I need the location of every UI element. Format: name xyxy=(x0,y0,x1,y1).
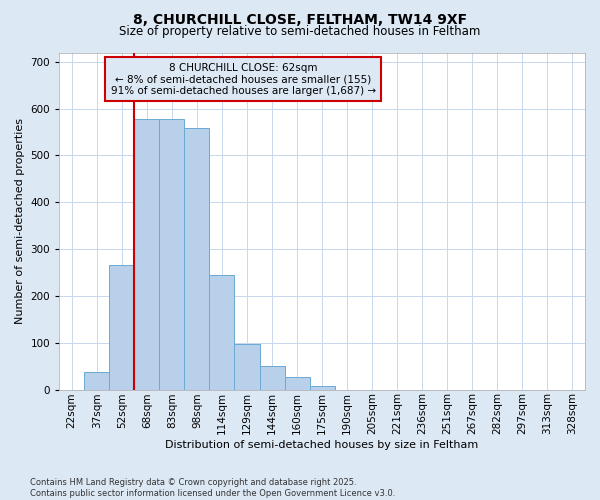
Bar xyxy=(84,372,109,390)
Bar xyxy=(134,119,160,390)
X-axis label: Distribution of semi-detached houses by size in Feltham: Distribution of semi-detached houses by … xyxy=(166,440,479,450)
Y-axis label: Number of semi-detached properties: Number of semi-detached properties xyxy=(15,118,25,324)
Text: Size of property relative to semi-detached houses in Feltham: Size of property relative to semi-detach… xyxy=(119,25,481,38)
Text: 8 CHURCHILL CLOSE: 62sqm
← 8% of semi-detached houses are smaller (155)
91% of s: 8 CHURCHILL CLOSE: 62sqm ← 8% of semi-de… xyxy=(110,62,376,96)
Bar xyxy=(260,366,284,390)
Bar xyxy=(184,128,209,390)
Bar xyxy=(310,386,335,390)
Bar xyxy=(160,119,184,390)
Bar xyxy=(235,344,260,390)
Text: 8, CHURCHILL CLOSE, FELTHAM, TW14 9XF: 8, CHURCHILL CLOSE, FELTHAM, TW14 9XF xyxy=(133,12,467,26)
Bar xyxy=(209,275,235,390)
Text: Contains HM Land Registry data © Crown copyright and database right 2025.
Contai: Contains HM Land Registry data © Crown c… xyxy=(30,478,395,498)
Bar xyxy=(284,377,310,390)
Bar xyxy=(109,266,134,390)
